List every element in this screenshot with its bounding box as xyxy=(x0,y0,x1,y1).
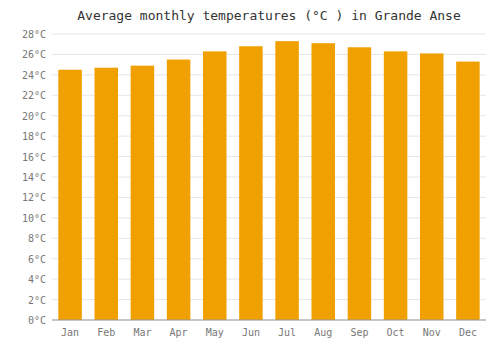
bars xyxy=(58,41,479,320)
y-tick-label: 0°C xyxy=(28,315,46,326)
x-tick-label: Aug xyxy=(314,327,332,338)
grid-line xyxy=(52,320,486,321)
bar xyxy=(311,43,335,320)
y-tick-label: 24°C xyxy=(22,70,46,81)
y-tick-label: 22°C xyxy=(22,90,46,101)
grid-line xyxy=(52,34,486,35)
grid xyxy=(52,34,486,320)
y-tick-label: 26°C xyxy=(22,49,46,60)
x-tick-label: Feb xyxy=(97,327,115,338)
y-axis: 0°C 2°C 4°C 6°C 8°C 10°C 12°C 14°C 16°C 18°C 20°C 2… xyxy=(22,29,46,326)
y-tick-label: 8°C xyxy=(28,233,46,244)
x-tick-label: May xyxy=(206,327,224,338)
bar xyxy=(384,51,408,320)
x-tick-label: Jun xyxy=(242,327,260,338)
x-tick-label: Dec xyxy=(459,327,477,338)
bar xyxy=(131,66,155,320)
x-tick-label: Oct xyxy=(387,327,405,338)
y-tick-label: 2°C xyxy=(28,295,46,306)
chart-container: Average monthly temperatures (°C ) in Gr… xyxy=(0,0,500,350)
x-tick-label: Jan xyxy=(61,327,79,338)
bar xyxy=(420,53,444,320)
y-tick-label: 4°C xyxy=(28,274,46,285)
bar xyxy=(348,47,372,320)
bar xyxy=(203,51,227,320)
y-tick-label: 20°C xyxy=(22,111,46,122)
y-tick-label: 14°C xyxy=(22,172,46,183)
y-tick-label: 6°C xyxy=(28,254,46,265)
bar xyxy=(58,70,82,320)
bar xyxy=(275,41,299,320)
y-tick-label: 10°C xyxy=(22,213,46,224)
bar xyxy=(94,68,118,320)
y-tick-label: 18°C xyxy=(22,131,46,142)
x-tick-label: Mar xyxy=(133,327,151,338)
x-axis-line xyxy=(52,320,486,321)
x-tick-label: Nov xyxy=(423,327,441,338)
y-tick-label: 12°C xyxy=(22,192,46,203)
bar xyxy=(167,60,191,320)
chart-title: Average monthly temperatures (°C ) in Gr… xyxy=(77,8,461,23)
bar xyxy=(456,62,480,320)
y-tick-label: 16°C xyxy=(22,152,46,163)
y-tick-label: 28°C xyxy=(22,29,46,40)
bar xyxy=(239,46,263,320)
x-tick-label: Sep xyxy=(350,327,368,338)
x-tick-label: Apr xyxy=(170,327,188,338)
x-axis: Jan Feb Mar Apr May Jun Jul Aug Sep Oct Nov Dec xyxy=(61,327,477,338)
chart-svg: Average monthly temperatures (°C ) in Gr… xyxy=(0,0,500,350)
x-tick-label: Jul xyxy=(278,327,296,338)
